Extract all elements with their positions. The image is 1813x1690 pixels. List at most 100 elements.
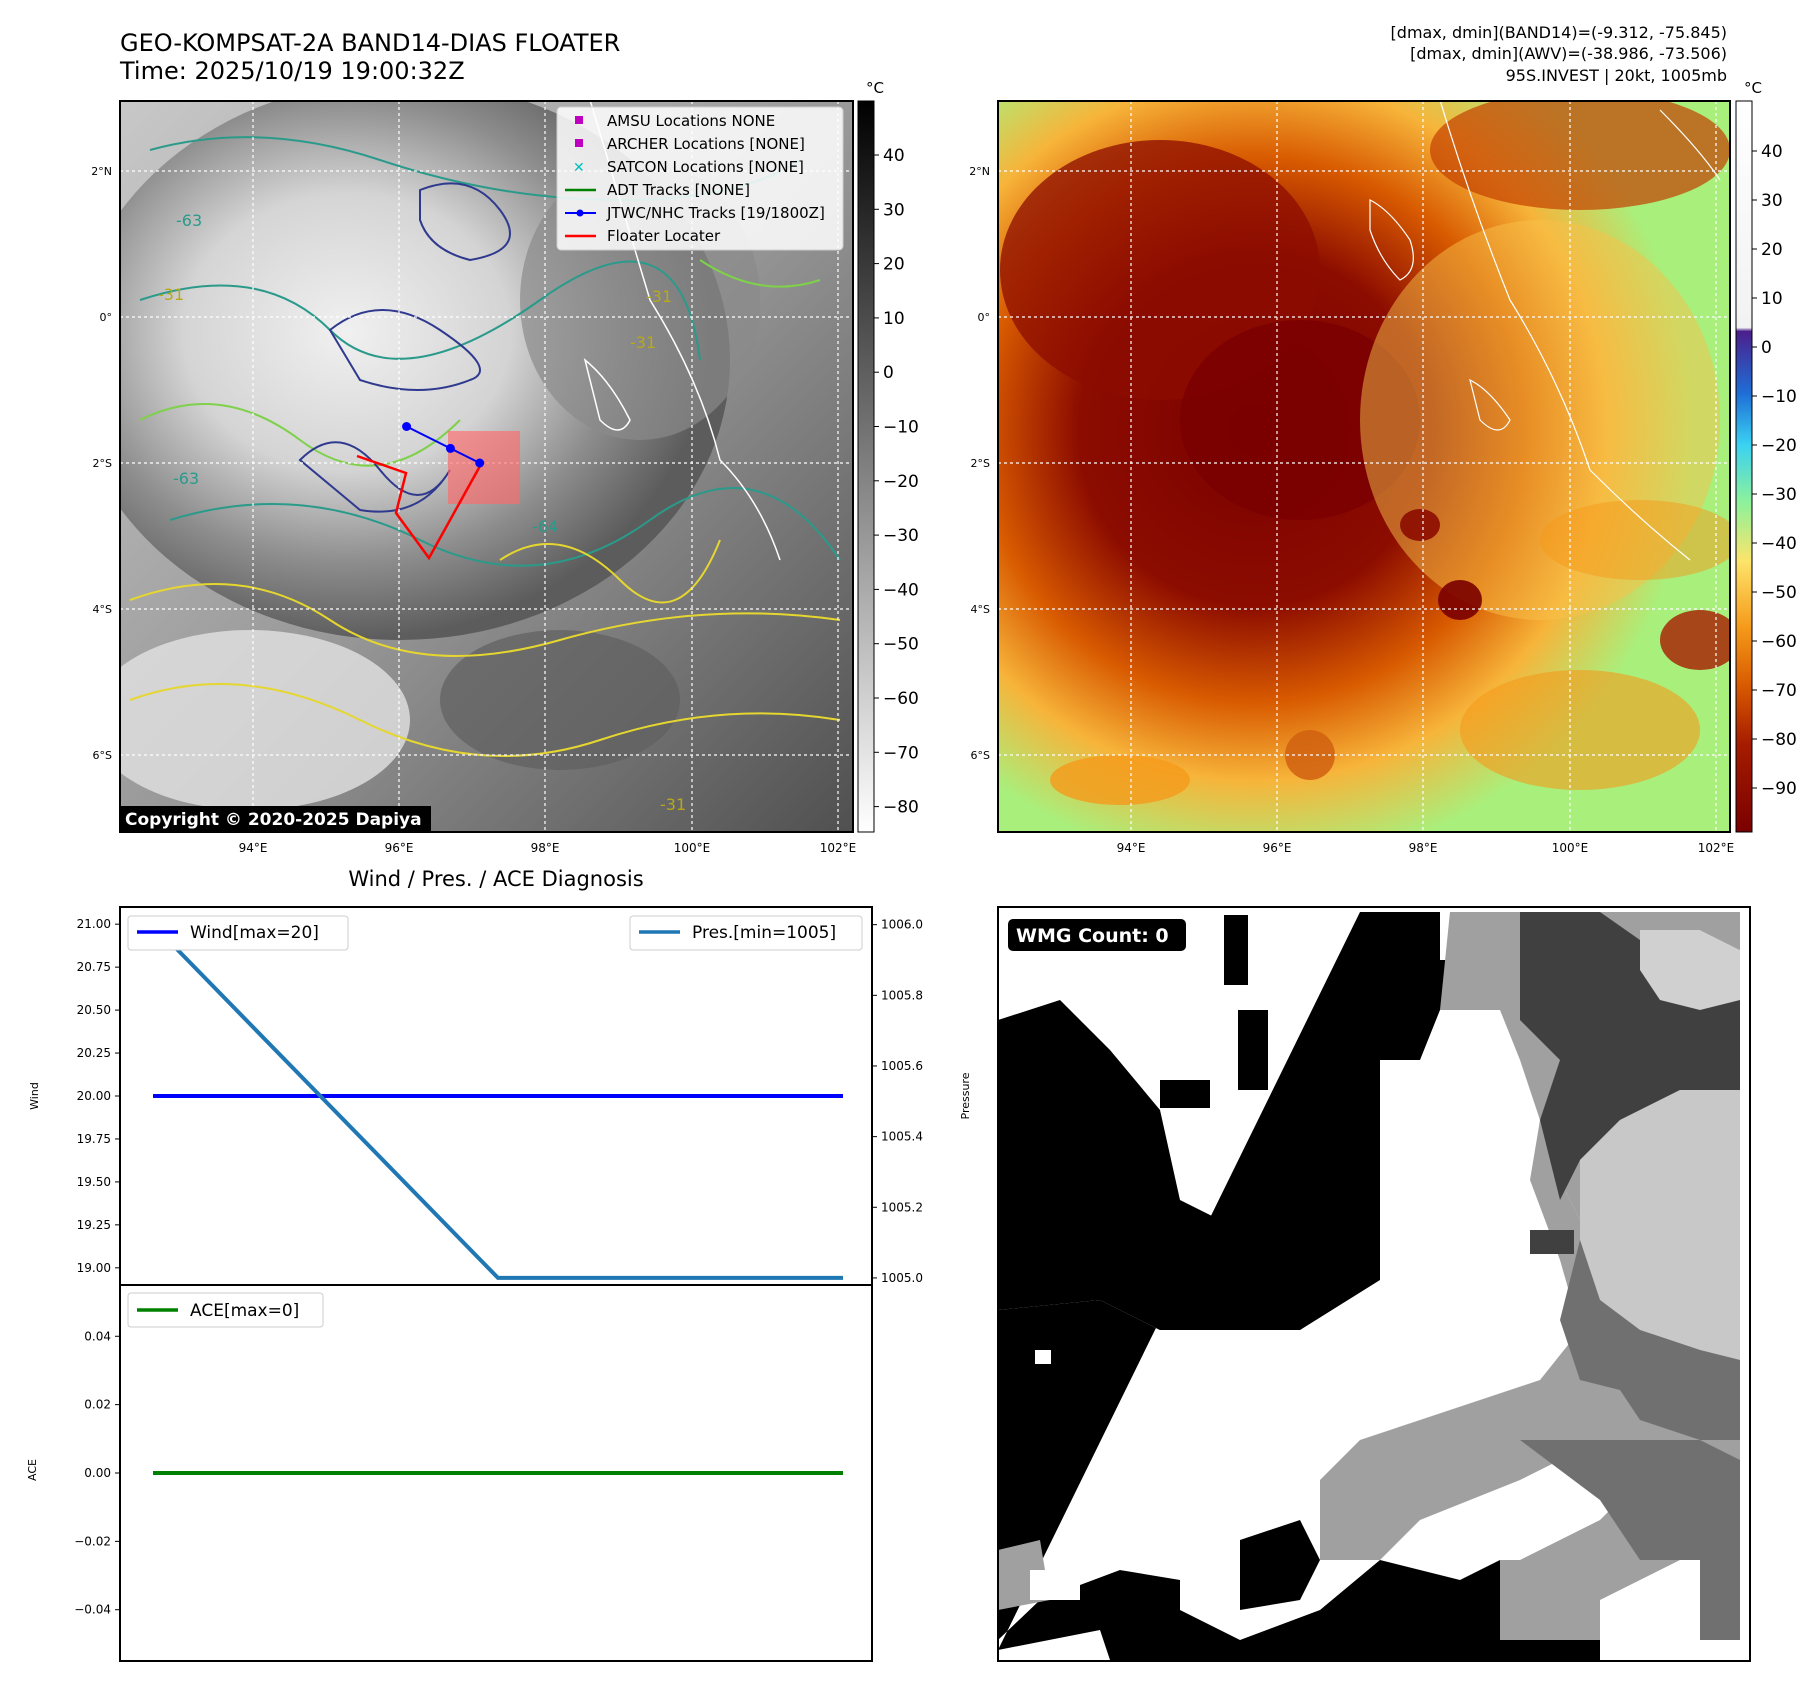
ace-tick-label: −0.04 [74, 1603, 111, 1617]
pressure-tick-label: 1005.6 [881, 1059, 923, 1073]
wind-tick-label: 21.00 [77, 917, 111, 931]
floater-box [448, 431, 520, 504]
ir-colorbar-unit: °C [866, 79, 884, 97]
wind-tick-label: 19.00 [77, 1261, 111, 1275]
colorbar-tick-label: −20 [1761, 436, 1797, 456]
colorbar-tick-label: −70 [1761, 681, 1797, 701]
colorbar-tick-label: 30 [1761, 191, 1783, 211]
pressure-tick-label: 1006.0 [881, 918, 923, 932]
colorbar-tick-label: −30 [1761, 485, 1797, 505]
svg-text:2°N: 2°N [969, 165, 990, 178]
ace-axis-label: ACE [26, 1459, 39, 1481]
satcon-marker-icon: ✕ [573, 160, 585, 176]
dmax-band14: [dmax, dmin](BAND14)=(-9.312, -75.845) [1391, 23, 1727, 42]
wind-axis-label: Wind [28, 1082, 41, 1110]
wmg-panel: WMG Count: 0 [997, 906, 1751, 1662]
colorbar-tick-label: −70 [883, 743, 919, 763]
ir-colorbar: °C 40 30 20 10 0 −10 −20 −30 −40 −50 −60 −70 −80 [857, 79, 919, 833]
legend-satcon: SATCON Locations [NONE] [607, 158, 804, 176]
ir-map-lon-labels: 94°E 96°E 98°E 100°E 102°E [239, 841, 857, 855]
colorbar-tick-label: 10 [1761, 289, 1783, 309]
svg-text:2°N: 2°N [91, 165, 112, 178]
jtwc-track-point [475, 458, 485, 468]
figure-time: Time: 2025/10/19 19:00:32Z [119, 57, 465, 85]
colorbar-tick-label: −40 [1761, 534, 1797, 554]
wind-tick-label: 19.25 [77, 1218, 111, 1232]
legend-jtwc: JTWC/NHC Tracks [19/1800Z] [606, 204, 825, 222]
ir-map-frame [119, 100, 854, 833]
pressure-axis-label: Pressure [959, 1072, 972, 1119]
svg-text:102°E: 102°E [1698, 841, 1735, 855]
svg-text:98°E: 98°E [531, 841, 560, 855]
legend-adt: ADT Tracks [NONE] [607, 181, 750, 199]
svg-text:96°E: 96°E [385, 841, 414, 855]
svg-text:0°: 0° [978, 311, 991, 324]
svg-text:4°S: 4°S [971, 603, 990, 616]
awv-map-frame [997, 100, 1731, 833]
figure-title: GEO-KOMPSAT-2A BAND14-DIAS FLOATER [120, 29, 620, 57]
ace-legend: ACE[max=0] [127, 1292, 324, 1328]
svg-text:6°S: 6°S [971, 749, 990, 762]
diagnosis-title: Wind / Pres. / ACE Diagnosis [348, 867, 643, 891]
awv-colorbar: °C 40 30 20 10 0 −10 −20 −30 −40 −50 −60 −70 −80 −90 [1735, 79, 1797, 833]
colorbar-tick-label: −40 [883, 580, 919, 600]
contour-label: -31 [646, 287, 672, 306]
svg-text:100°E: 100°E [674, 841, 711, 855]
svg-text:94°E: 94°E [239, 841, 268, 855]
colorbar-tick-label: 40 [883, 146, 905, 166]
wind-legend: Wind[max=20] [127, 915, 349, 951]
wind-tick-label: 20.00 [77, 1089, 111, 1103]
colorbar-tick-label: 0 [1761, 338, 1772, 358]
svg-text:98°E: 98°E [1409, 841, 1438, 855]
copyright-text: Copyright © 2020-2025 Dapiya [125, 810, 422, 830]
colorbar-tick-label: −80 [883, 798, 919, 818]
pressure-tick-label: 1005.8 [881, 988, 923, 1002]
colorbar-tick-label: −20 [883, 472, 919, 492]
jtwc-track [402, 422, 485, 468]
map-legend: AMSU Locations NONE ARCHER Locations [NO… [556, 106, 844, 251]
jtwc-track-point [445, 443, 455, 453]
diagnosis-panel: Wind Pressure ACE 21.00 20.75 20.50 20.25 20… [26, 906, 972, 1662]
wind-legend-label: Wind[max=20] [190, 923, 319, 943]
wmg-frame [997, 906, 1751, 1662]
contour-label: -31 [158, 285, 184, 304]
pressure-legend-label: Pres.[min=1005] [692, 923, 836, 943]
contour-label: -31 [660, 795, 686, 814]
ace-ticks: 0.04 0.02 0.00 −0.02 −0.04 [74, 1329, 120, 1617]
wind-tick-label: 19.75 [77, 1132, 111, 1146]
legend-archer: ARCHER Locations [NONE] [607, 135, 805, 153]
colorbar-tick-label: −10 [1761, 387, 1797, 407]
colorbar-tick-label: −60 [883, 689, 919, 709]
contour-label: -63 [173, 469, 199, 488]
wind-tick-label: 19.50 [77, 1175, 111, 1189]
awv-map-panel: 2°N 0° 2°S 4°S 6°S 94°E 96°E 98°E 100°E … [969, 79, 1797, 855]
wind-tick-label: 20.25 [77, 1046, 111, 1060]
ace-tick-label: 0.04 [84, 1329, 111, 1343]
wind-tick-label: 20.75 [77, 960, 111, 974]
svg-text:102°E: 102°E [820, 841, 857, 855]
svg-text:100°E: 100°E [1552, 841, 1589, 855]
pressure-tick-label: 1005.4 [881, 1130, 923, 1144]
contour-label: -31 [630, 333, 656, 352]
svg-text:6°S: 6°S [93, 749, 112, 762]
colorbar-tick-label: 30 [883, 200, 905, 220]
amsu-marker-icon [575, 116, 583, 124]
jtwc-track-point [402, 422, 412, 431]
colorbar-tick-label: 10 [883, 309, 905, 329]
contour-label: -64 [532, 517, 558, 536]
colorbar-tick-label: 0 [883, 363, 894, 383]
pressure-series-line [151, 923, 843, 1280]
ace-tick-label: −0.02 [74, 1534, 111, 1548]
colorbar-tick-label: −30 [883, 526, 919, 546]
colorbar-tick-label: −10 [883, 418, 919, 438]
colorbar-tick-label: 20 [883, 255, 905, 275]
svg-text:2°S: 2°S [971, 457, 990, 470]
awv-map-lat-labels: 2°N 0° 2°S 4°S 6°S [969, 165, 990, 762]
legend-floater: Floater Locater [607, 227, 721, 245]
svg-text:96°E: 96°E [1263, 841, 1292, 855]
ir-map-lat-labels: 2°N 0° 2°S 4°S 6°S [91, 165, 112, 762]
pressure-tick-label: 1005.2 [881, 1200, 923, 1214]
svg-text:0°: 0° [100, 311, 113, 324]
